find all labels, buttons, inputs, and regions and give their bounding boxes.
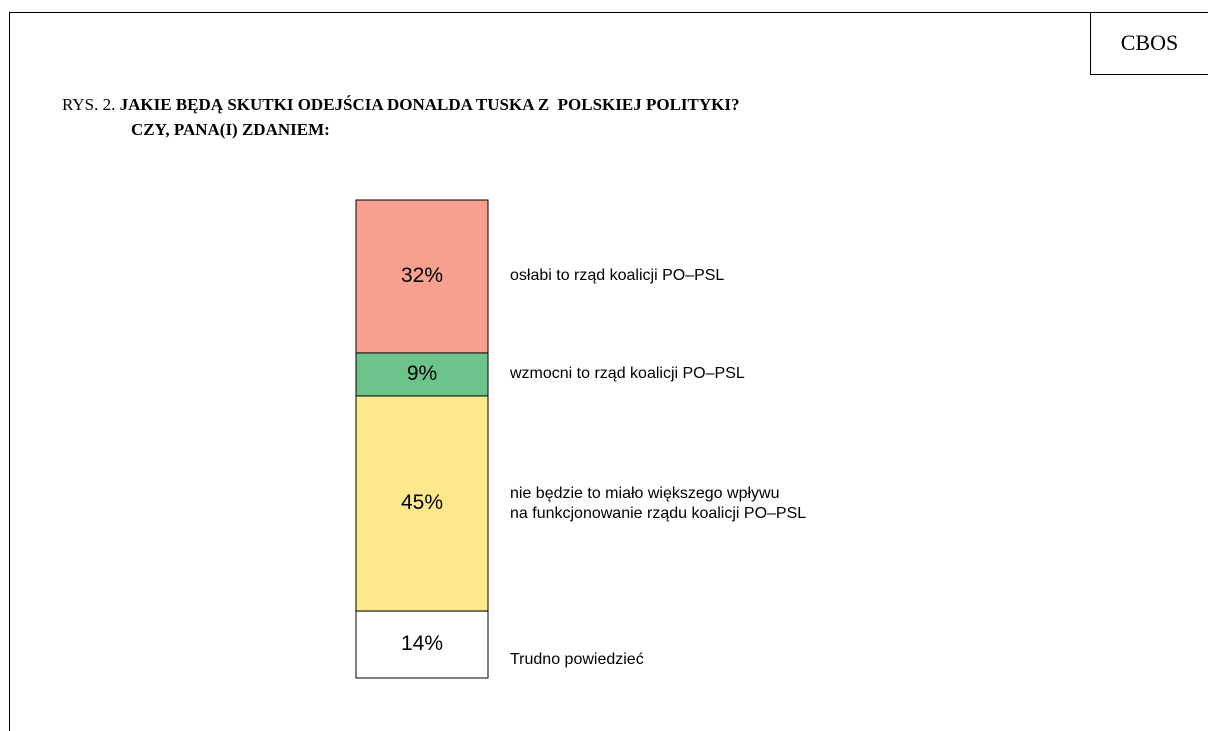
category-label: Trudno powiedzieć <box>510 650 644 668</box>
frame-line <box>9 12 1208 13</box>
frame-line <box>9 12 10 731</box>
title-block: RYS. 2. JAKIE BĘDĄ SKUTKI ODEJŚCIA DONAL… <box>62 92 740 142</box>
chart-title: CZY, PANA(I) ZDANIEM: <box>131 120 330 139</box>
value-label: 14% <box>401 632 443 655</box>
bar-segment <box>355 395 489 612</box>
category-label: nie będzie to miało większego wpływu na … <box>510 484 807 522</box>
value-label: 45% <box>401 491 443 514</box>
value-label: 32% <box>401 264 443 287</box>
source-box: CBOS <box>1090 12 1208 75</box>
figure-label: RYS. 2. <box>62 95 116 114</box>
bar-segment <box>355 352 489 397</box>
bar-segment <box>355 199 489 354</box>
category-label: osłabi to rząd koalicji PO–PSL <box>510 267 725 285</box>
bar-segment <box>355 610 489 679</box>
value-label: 9% <box>407 362 437 385</box>
category-label: wzmocni to rząd koalicji PO–PSL <box>510 365 745 383</box>
chart-title: JAKIE BĘDĄ SKUTKI ODEJŚCIA DONALDA TUSKA… <box>119 95 740 114</box>
